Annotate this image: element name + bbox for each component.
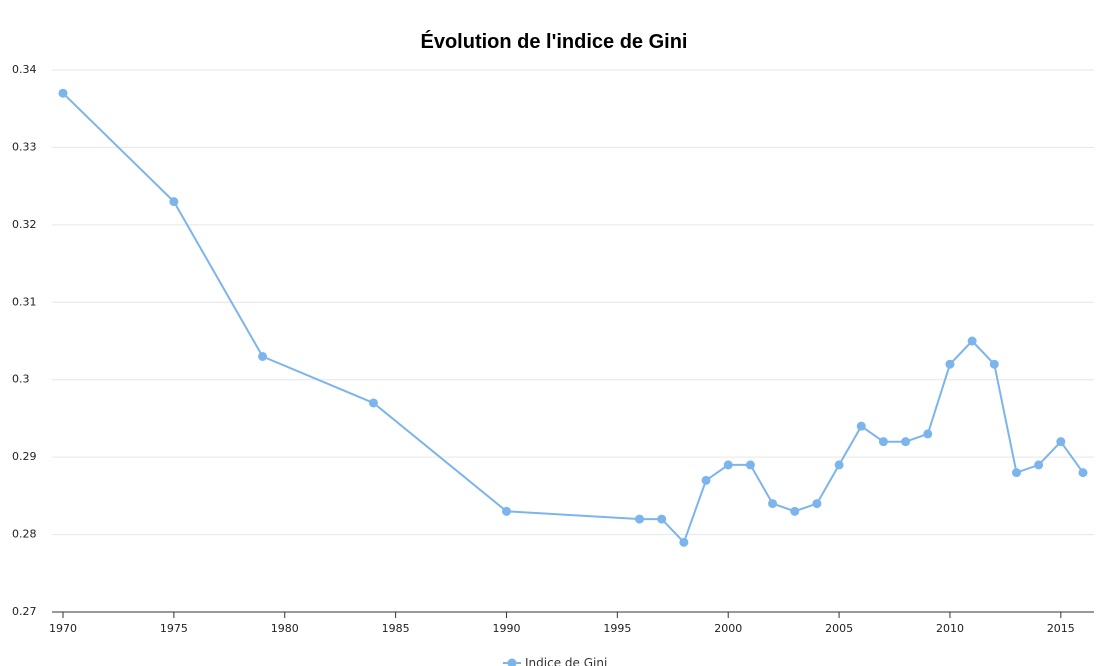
data-point[interactable] [1078, 468, 1088, 478]
data-point[interactable] [1034, 460, 1044, 470]
data-point[interactable] [368, 398, 378, 408]
x-tick-label: 1970 [49, 622, 77, 635]
x-tick-label: 2000 [714, 622, 742, 635]
data-point[interactable] [768, 499, 778, 509]
data-point[interactable] [989, 359, 999, 369]
data-point[interactable] [657, 514, 667, 524]
legend[interactable]: Indice de Gini [503, 656, 607, 666]
data-point[interactable] [945, 359, 955, 369]
data-point[interactable] [1056, 437, 1066, 447]
x-tick-label: 2015 [1047, 622, 1075, 635]
data-point[interactable] [834, 460, 844, 470]
data-point[interactable] [856, 421, 866, 431]
y-tick-label: 0.28 [12, 528, 37, 541]
grid [52, 69, 1094, 536]
y-tick-label: 0.27 [12, 605, 37, 618]
data-point[interactable] [901, 437, 911, 447]
data-point[interactable] [58, 88, 68, 98]
x-tick-label: 2010 [936, 622, 964, 635]
legend-label: Indice de Gini [525, 656, 607, 666]
x-tick-label: 1985 [382, 622, 410, 635]
series-indice-de-gini [58, 88, 1088, 547]
x-axis-labels: 1970 1975 1980 1985 1990 1995 2000 2005 2010 2015 [49, 612, 1075, 635]
data-point[interactable] [790, 506, 800, 516]
x-tick-label: 1990 [492, 622, 520, 635]
y-tick-label: 0.3 [12, 373, 30, 386]
x-tick-label: 2005 [825, 622, 853, 635]
data-point[interactable] [967, 336, 977, 346]
data-point[interactable] [878, 437, 888, 447]
data-point[interactable] [169, 197, 179, 207]
y-tick-label: 0.32 [12, 218, 37, 231]
series-line [62, 92, 1084, 544]
data-point[interactable] [679, 537, 689, 547]
data-point[interactable] [812, 499, 822, 509]
data-point[interactable] [501, 506, 511, 516]
y-tick-label: 0.33 [12, 140, 37, 153]
chart-title: Évolution de l'indice de Gini [420, 30, 687, 53]
data-point[interactable] [923, 429, 933, 439]
data-point[interactable] [1011, 468, 1021, 478]
x-tick-label: 1975 [160, 622, 188, 635]
x-tick-label: 1995 [603, 622, 631, 635]
data-point[interactable] [723, 460, 733, 470]
y-tick-label: 0.29 [12, 450, 37, 463]
data-point[interactable] [635, 514, 645, 524]
data-point[interactable] [258, 351, 268, 361]
x-tick-label: 1980 [271, 622, 299, 635]
y-axis-labels: 0.27 0.28 0.29 0.3 0.31 0.32 0.33 0.34 [12, 63, 37, 618]
legend-dot-marker [507, 658, 517, 666]
data-point[interactable] [701, 475, 711, 485]
y-tick-label: 0.31 [12, 295, 37, 308]
data-point[interactable] [745, 460, 755, 470]
y-tick-label: 0.34 [12, 63, 37, 76]
